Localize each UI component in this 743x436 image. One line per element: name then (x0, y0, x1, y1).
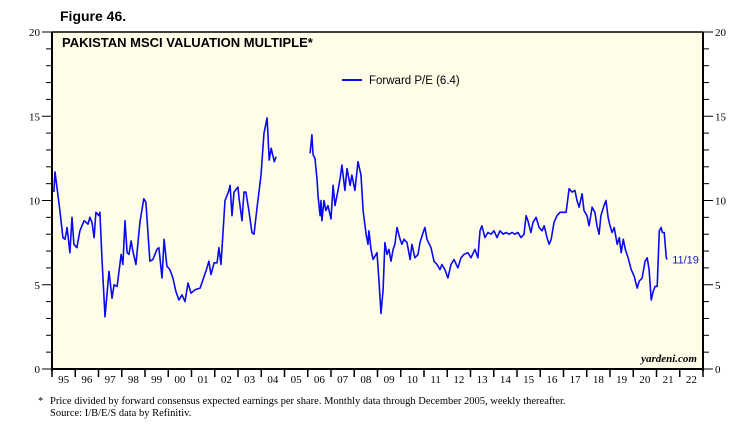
footnote: * Price divided by forward consensus expe… (38, 396, 566, 420)
legend-label-forward-pe: Forward P/E (6.4) (369, 75, 460, 87)
end-date-label: 11/19 (672, 254, 699, 266)
y-tick-label-left: 5 (35, 280, 41, 292)
series-forward-pe (53, 117, 668, 318)
x-tick-label: 14 (500, 374, 512, 386)
legend: Forward P/E (6.4) (342, 75, 460, 87)
x-tick-label: 96 (81, 374, 93, 386)
series-line-segment-2 (309, 134, 668, 315)
x-tick-label: 99 (151, 374, 163, 386)
x-tick-label: 07 (337, 374, 349, 386)
credit-yardeni: yardeni.com (639, 353, 697, 365)
x-tick-label: 22 (686, 374, 697, 386)
x-tick-label: 15 (523, 374, 535, 386)
x-tick-label: 05 (291, 374, 303, 386)
x-tick-label: 12 (453, 374, 464, 386)
y-tick-label-left: 20 (29, 27, 41, 39)
x-tick-label: 04 (267, 374, 279, 386)
y-axis-right: 0 5 10 15 20 (703, 27, 727, 376)
y-tick-label-left: 15 (29, 111, 41, 123)
plot-area (52, 32, 703, 369)
x-tick-label: 18 (593, 374, 605, 386)
x-tick-label: 17 (570, 374, 582, 386)
x-tick-label: 02 (221, 374, 232, 386)
x-tick-label: 09 (384, 374, 396, 386)
x-tick-label: 10 (407, 374, 419, 386)
series-line-segment-1 (53, 117, 277, 318)
x-tick-label: 19 (616, 374, 628, 386)
x-tick-label: 08 (360, 374, 372, 386)
footnote-marker: * (38, 396, 44, 407)
x-tick-label: 98 (128, 374, 140, 386)
chart-title: PAKISTAN MSCI VALUATION MULTIPLE* (62, 35, 314, 50)
y-tick-label-right: 15 (715, 111, 727, 123)
x-tick-label: 13 (477, 374, 489, 386)
x-tick-label: 06 (314, 374, 326, 386)
x-tick-label: 03 (244, 374, 256, 386)
y-tick-label-left: 10 (29, 196, 41, 208)
y-axis-left: 0 5 10 15 20 (29, 27, 52, 376)
footnote-source: Source: I/B/E/S data by Refinitiv. (50, 408, 192, 419)
x-tick-label: 95 (58, 374, 70, 386)
y-tick-label-right: 0 (715, 364, 721, 376)
y-tick-label-right: 5 (715, 280, 721, 292)
figure-label: Figure 46. (60, 8, 127, 24)
x-tick-label: 00 (174, 374, 186, 386)
x-tick-label: 11 (430, 374, 441, 386)
x-axis: 95 96 97 98 99 00 01 02 03 04 05 06 07 08 09 10 11 12 13 14… (51, 369, 704, 386)
footnote-text: Price divided by forward consensus expec… (50, 396, 566, 407)
x-tick-label: 01 (198, 374, 209, 386)
x-tick-label: 16 (546, 374, 558, 386)
x-tick-label: 20 (639, 374, 651, 386)
y-tick-label-right: 10 (715, 196, 727, 208)
x-tick-label: 97 (105, 374, 117, 386)
y-tick-label-left: 0 (35, 364, 41, 376)
y-tick-label-right: 20 (715, 27, 727, 39)
x-tick-label: 21 (663, 374, 674, 386)
